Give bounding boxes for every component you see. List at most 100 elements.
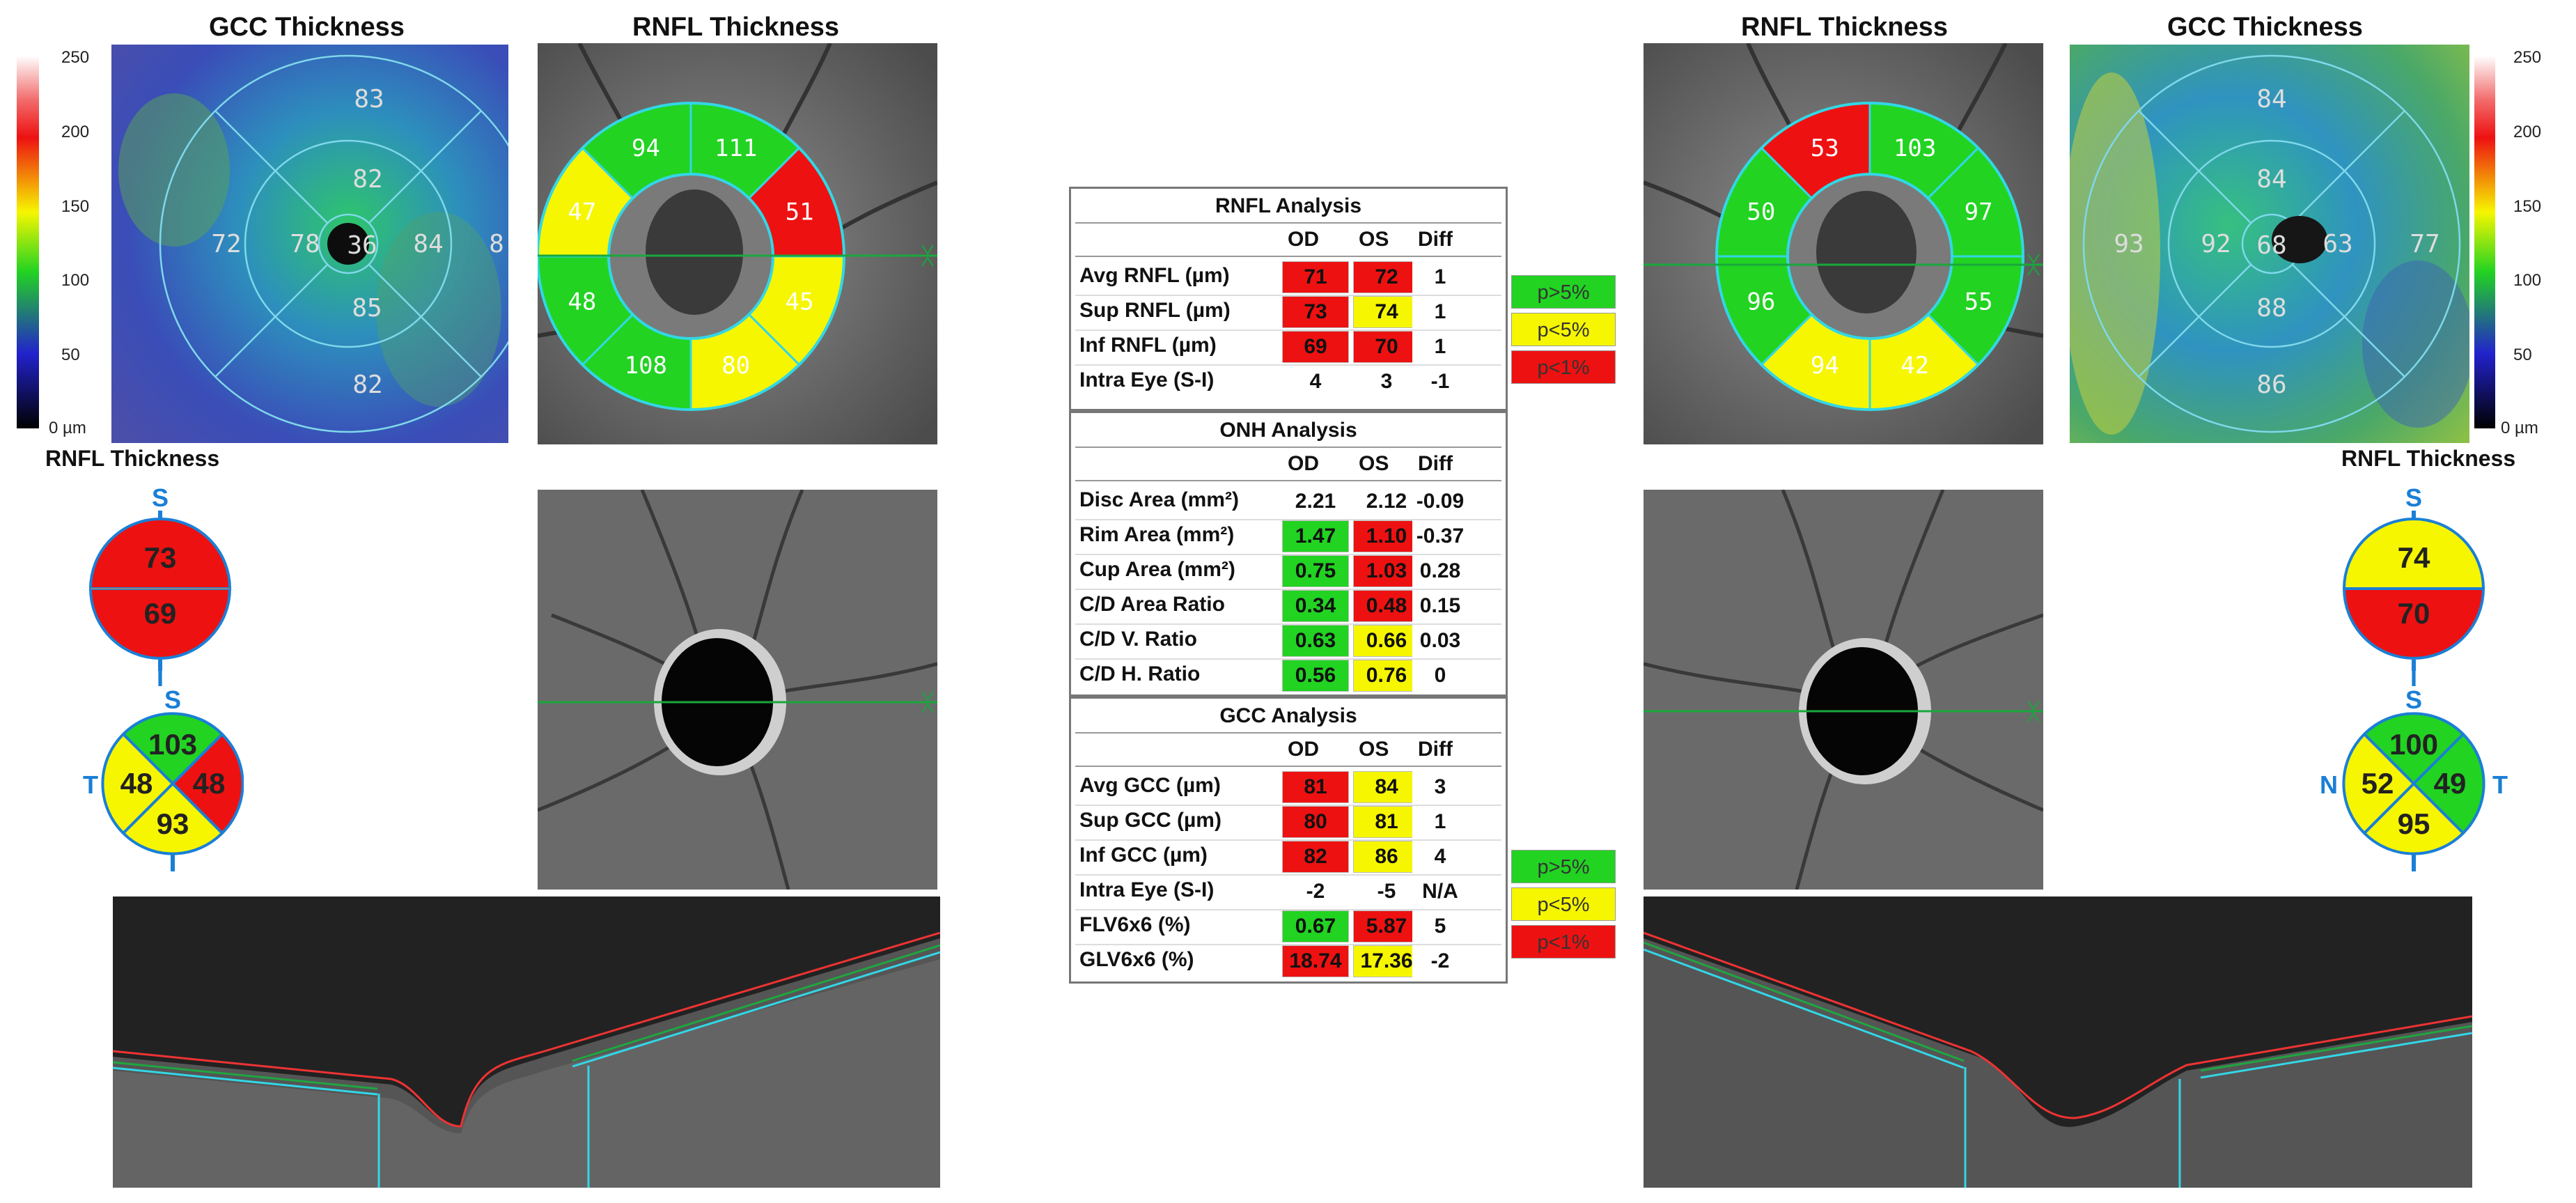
table-title: GCC Analysis	[1219, 704, 1357, 727]
row-label: Avg GCC (µm)	[1079, 774, 1221, 797]
os-quad-left	[2342, 732, 2416, 835]
os-quad-label-n: N	[2320, 770, 2338, 799]
od-onh-enface	[538, 490, 937, 890]
od-hemi-label-i: I	[157, 663, 164, 692]
table-cell-os: 86	[1353, 841, 1420, 873]
table-cell-od: 1.47	[1282, 520, 1349, 552]
table-cell-os: 3	[1353, 366, 1420, 398]
legend-p5-green: p>5%	[1511, 275, 1616, 309]
column-header: OS	[1359, 228, 1389, 251]
od-quad-bottom-value: 93	[157, 807, 189, 840]
table-cell-diff: -0.09	[1412, 486, 1468, 518]
table-cell-od: 73	[1282, 296, 1349, 328]
os-gcc-outer-left: 93	[2114, 230, 2144, 258]
os-quad-left-value: 52	[2362, 767, 2394, 800]
os-gcc-outer-right: 77	[2410, 230, 2440, 258]
row-label: C/D Area Ratio	[1079, 593, 1225, 616]
os-quad-right-value: 49	[2434, 767, 2467, 800]
table-cell-os: -5	[1353, 876, 1420, 908]
table-cell-od: 69	[1282, 331, 1349, 363]
colorbar-tick: 200	[61, 123, 89, 141]
od-quad-top-value: 103	[148, 728, 197, 761]
os-bscan	[1644, 897, 2472, 1188]
os-rnfl-title: RNFL Thickness	[1741, 13, 1949, 42]
od-quad-right	[171, 732, 244, 835]
od-hemi-top-value: 73	[144, 541, 177, 574]
os-colorbar: 250 200 150 100 50 0 µm	[2474, 48, 2541, 437]
od-ring-value: 48	[568, 288, 596, 316]
legend-p5-yellow: p<5%	[1511, 313, 1616, 346]
table-cell-diff: 1	[1412, 261, 1468, 293]
row-label: Rim Area (mm²)	[1079, 523, 1235, 546]
column-header: OS	[1359, 738, 1389, 761]
table-cell-diff: 0	[1412, 660, 1468, 692]
colorbar-tick: 0 µm	[49, 419, 86, 437]
table-cell-os: 0.66	[1353, 625, 1420, 657]
legend-p5-green: p>5%	[1511, 850, 1616, 883]
os-hemi-top-value: 74	[2398, 541, 2430, 574]
od-gcc-outer-top: 83	[354, 85, 384, 114]
legend-p1-red: p<1%	[1511, 350, 1616, 384]
row-label: Inf RNFL (µm)	[1079, 334, 1217, 357]
od-hemi-bottom-value: 69	[144, 597, 177, 630]
os-ring-value: 96	[1747, 288, 1775, 316]
column-header: Diff	[1418, 452, 1453, 475]
os-gcc-inner-right: 63	[2323, 230, 2352, 258]
od-hemi-bottom	[88, 587, 232, 660]
legend-p5-yellow: p<5%	[1511, 887, 1616, 921]
column-header: OD	[1288, 738, 1319, 761]
row-label: Avg RNFL (µm)	[1079, 264, 1230, 287]
table-cell-diff: 5	[1412, 910, 1468, 942]
table-cell-os: 17.36	[1353, 945, 1420, 977]
od-gcc-outer-right: 8	[489, 230, 504, 258]
od-gcc-inner-bottom: 85	[352, 294, 382, 323]
od-quad-label-t: T	[83, 770, 98, 799]
column-header: Diff	[1418, 228, 1453, 251]
table-cell-diff: 3	[1412, 771, 1468, 803]
table-cell-od: 18.74	[1282, 945, 1349, 977]
table-cell-os: 72	[1353, 261, 1420, 293]
row-label: Sup GCC (µm)	[1079, 809, 1221, 832]
colorbar-tick: 250	[61, 48, 89, 67]
colorbar-gradient	[2474, 56, 2495, 428]
row-label: C/D H. Ratio	[1079, 662, 1201, 685]
os-hemi-bottom-value: 70	[2398, 597, 2430, 630]
os-ring-value: 103	[1894, 134, 1936, 162]
od-bscan	[113, 897, 940, 1188]
legend-gcc: p>5% p<5% p<1%	[1511, 850, 1616, 963]
table-cell-od: 0.56	[1282, 660, 1349, 692]
legend-p1-red: p<1%	[1511, 925, 1616, 958]
colorbar-tick: 100	[2513, 271, 2541, 290]
table-cell-diff: 1	[1412, 331, 1468, 363]
od-colorbar: 250 200 150 100 50 0 µm	[17, 48, 89, 437]
table-cell-os: 1.03	[1353, 555, 1420, 587]
os-onh-enface	[1644, 490, 2043, 890]
table-cell-os: 2.12	[1353, 486, 1420, 518]
onh-analysis-table: ONH Analysis OD OS Diff Disc Area (mm²) 2.21 2…	[1069, 411, 1508, 697]
od-ring-value: 94	[632, 134, 660, 162]
table-cell-diff: -2	[1412, 945, 1468, 977]
od-ring-value: 108	[625, 352, 667, 380]
os-ring-value: 97	[1965, 198, 1993, 226]
od-ring-value: 47	[568, 198, 596, 226]
column-header: OD	[1288, 452, 1319, 475]
row-label: C/D V. Ratio	[1079, 628, 1197, 651]
table-cell-os: 0.48	[1353, 590, 1420, 622]
os-quad-bottom-value: 95	[2398, 807, 2430, 840]
table-cell-od: 80	[1282, 806, 1349, 838]
od-rnfl-ring: 111 51 45 80 108 48 47 94	[538, 43, 937, 444]
os-quad-bottom	[2362, 782, 2465, 855]
analysis-tables: RNFL Analysis OD OS Diff Avg RNFL (µm) 71 72 1 S…	[1069, 187, 1508, 988]
colorbar-tick: 50	[2513, 346, 2532, 364]
os-quad-right	[2412, 732, 2485, 835]
colorbar-tick: 250	[2513, 48, 2541, 67]
os-hemi-bottom	[2342, 587, 2485, 660]
colorbar-gradient	[17, 56, 39, 428]
os-gcc-outer-bottom: 86	[2256, 371, 2286, 399]
table-cell-od: 0.67	[1282, 910, 1349, 942]
colorbar-tick: 150	[61, 197, 89, 216]
os-ring-value: 50	[1747, 198, 1775, 226]
table-cell-od: 4	[1282, 366, 1349, 398]
row-label: FLV6x6 (%)	[1079, 913, 1191, 936]
